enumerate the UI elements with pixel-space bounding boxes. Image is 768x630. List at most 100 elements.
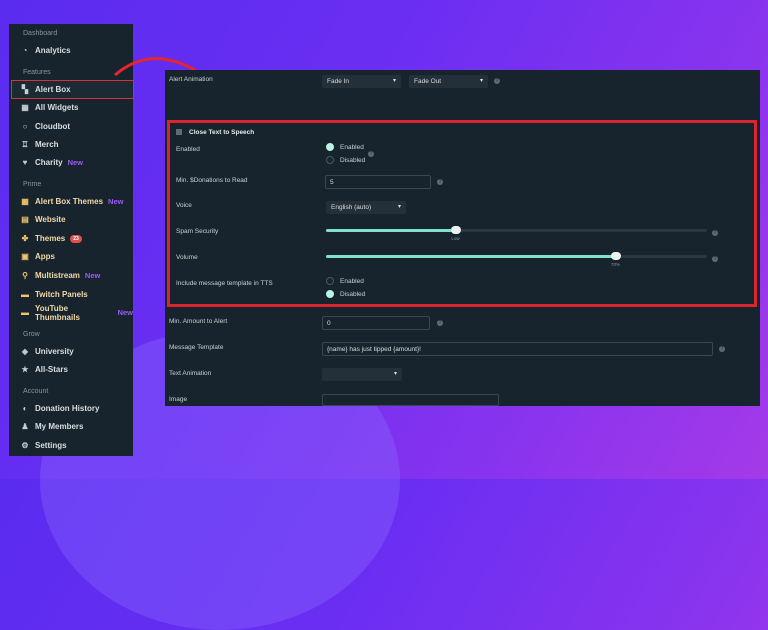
spam-security-slider[interactable]: Low	[326, 226, 707, 241]
website-icon: ▤	[21, 214, 29, 224]
help-icon[interactable]: ?	[712, 256, 718, 262]
tts-enabled-radio[interactable]: Enabled	[326, 143, 364, 151]
help-icon[interactable]: ?	[368, 151, 374, 157]
sidebar-item-label: Merch	[35, 140, 59, 149]
sidebar-item-settings[interactable]: ⚙ Settings	[12, 437, 133, 454]
help-icon[interactable]: ?	[712, 230, 718, 236]
sidebar-item-label: Settings	[35, 441, 67, 450]
donation-icon: ◐	[22, 403, 28, 413]
tts-highlight-box	[167, 120, 757, 307]
slider-handle[interactable]	[610, 252, 621, 260]
voice-select[interactable]: English (auto)	[326, 201, 406, 214]
heart-icon: ♥	[22, 157, 28, 167]
help-icon[interactable]: ?	[719, 346, 725, 352]
slider-handle[interactable]	[450, 226, 461, 234]
themes-grid-icon: ▦	[21, 196, 29, 206]
alert-box-icon: ▚	[21, 84, 29, 94]
include-disabled-radio[interactable]: Disabled	[326, 290, 365, 298]
sidebar-item-label: Themes	[35, 234, 66, 243]
sidebar-item-merch[interactable]: ♖ Merch	[12, 136, 133, 153]
radio-label: Enabled	[340, 277, 364, 285]
sidebar-item-youtube-thumbnails[interactable]: ▬ YouTube Thumbnails New	[12, 303, 133, 322]
new-tag: New	[84, 271, 101, 280]
sidebar-item-twitch-panels[interactable]: ▬ Twitch Panels	[12, 286, 133, 303]
sidebar-item-label: YouTube Thumbnails	[35, 303, 80, 322]
sidebar-item-university[interactable]: ◈ University	[12, 343, 133, 360]
sidebar-item-label: Multistream	[35, 271, 80, 280]
image-input[interactable]	[322, 394, 499, 406]
section-grow: Grow	[23, 331, 40, 338]
include-enabled-radio[interactable]: Enabled	[326, 277, 364, 285]
min-amount-label: Min. Amount to Alert	[169, 318, 228, 325]
sidebar-item-all-widgets[interactable]: ▦ All Widgets	[12, 99, 133, 116]
themes-icon: ✤	[21, 233, 29, 243]
sidebar-item-label: All-Stars	[35, 365, 68, 374]
spam-level-text: Low	[451, 236, 460, 241]
section-prime: Prime	[23, 181, 42, 188]
image-label: Image	[169, 396, 188, 403]
multistream-icon: ⚲	[22, 270, 28, 280]
panels-icon: ▬	[21, 289, 29, 299]
min-amount-input[interactable]: 0	[322, 316, 430, 330]
alert-animation-label: Alert Animation	[169, 76, 213, 83]
slider-fill	[326, 255, 616, 258]
sidebar-item-label: Cloudbot	[35, 122, 71, 131]
section-dashboard: Dashboard	[23, 30, 58, 37]
sidebar-item-cloudbot[interactable]: ○ Cloudbot	[12, 118, 133, 135]
radio-label: Disabled	[340, 156, 366, 164]
volume-slider[interactable]: 70%	[326, 252, 707, 267]
text-animation-select[interactable]	[322, 368, 402, 381]
new-tag: New	[108, 197, 124, 206]
sidebar-item-donation-history[interactable]: ◐ Donation History	[12, 400, 133, 417]
help-icon[interactable]: ?	[437, 179, 443, 185]
apps-icon: ▣	[21, 251, 29, 261]
voice-label: Voice	[176, 202, 192, 209]
sidebar-item-apps[interactable]: ▣ Apps	[12, 248, 133, 265]
star-icon: ★	[21, 364, 29, 374]
help-icon[interactable]: ?	[437, 320, 443, 326]
tts-enabled-label: Enabled	[176, 146, 200, 153]
slider-fill	[326, 229, 456, 232]
help-icon[interactable]: ?	[494, 78, 500, 84]
sidebar: Dashboard Features Prime Grow Account ◔ A…	[9, 24, 134, 456]
sidebar-item-label: Alert Box Themes	[35, 197, 104, 206]
animation-out-select[interactable]: Fade Out	[409, 75, 488, 88]
sidebar-item-all-stars[interactable]: ★ All-Stars	[12, 361, 133, 378]
volume-label: Volume	[176, 254, 198, 261]
sidebar-item-label: Alert Box	[35, 85, 71, 94]
sidebar-item-alert-box[interactable]: ▚ Alert Box	[11, 80, 134, 99]
section-account: Account	[23, 388, 49, 395]
thumbnails-icon: ▬	[21, 307, 29, 317]
sidebar-item-label: Apps	[35, 252, 55, 261]
analytics-icon: ◔	[22, 45, 28, 55]
sidebar-item-label: Charity	[35, 158, 63, 167]
new-tag: New	[67, 158, 83, 167]
sidebar-item-charity[interactable]: ♥ Charity New	[12, 154, 133, 171]
tts-disabled-radio[interactable]: Disabled	[326, 156, 365, 164]
close-tts-toggle[interactable]: Close Text to Speech	[189, 129, 255, 136]
sidebar-item-multistream[interactable]: ⚲ Multistream New	[12, 267, 133, 284]
section-features: Features	[23, 69, 51, 76]
message-template-input[interactable]: {name} has just tipped {amount}!	[322, 342, 713, 356]
sidebar-item-label: Website	[35, 215, 66, 224]
collapse-icon[interactable]	[176, 129, 182, 135]
sidebar-item-label: All Widgets	[35, 103, 79, 112]
count-badge: 23	[70, 234, 82, 243]
graduation-icon: ◈	[21, 346, 29, 356]
shirt-icon: ♖	[21, 139, 29, 149]
gear-icon: ⚙	[21, 440, 29, 450]
text-animation-label: Text Animation	[169, 370, 212, 377]
min-donations-input[interactable]: 5	[325, 175, 431, 189]
sidebar-item-website[interactable]: ▤ Website	[12, 211, 133, 228]
include-template-label: Include message template in TTS	[176, 280, 273, 287]
members-icon: ♟	[21, 421, 29, 431]
animation-in-select[interactable]: Fade In	[322, 75, 401, 88]
sidebar-item-alert-box-themes[interactable]: ▦ Alert Box Themes New	[12, 193, 133, 210]
radio-label: Enabled	[340, 143, 364, 151]
sidebar-item-label: My Members	[35, 422, 84, 431]
sidebar-item-analytics[interactable]: ◔ Analytics	[12, 42, 133, 59]
sidebar-item-my-members[interactable]: ♟ My Members	[12, 418, 133, 435]
sidebar-item-themes[interactable]: ✤ Themes 23	[12, 230, 133, 247]
message-template-label: Message Template	[169, 344, 224, 351]
volume-text: 70%	[611, 262, 621, 267]
